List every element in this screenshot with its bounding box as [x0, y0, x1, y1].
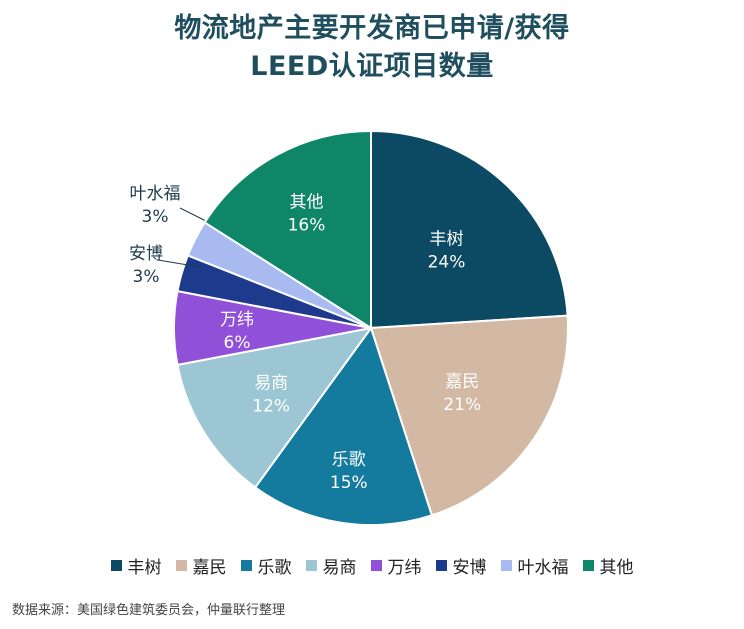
slice-value-7: 16%: [288, 216, 326, 236]
legend-label-6: 叶水福: [517, 558, 569, 578]
legend-swatch-1: [175, 560, 187, 571]
legend-item-3: 易商: [305, 553, 357, 578]
legend-swatch-5: [435, 560, 447, 571]
pie-slice-1: [369, 314, 569, 517]
slice-label-4: 万纬: [220, 310, 254, 330]
slice-value-0: 24%: [428, 253, 466, 273]
slice-value-4: 6%: [224, 333, 251, 353]
legend-item-1: 嘉民: [175, 553, 227, 578]
slice-label-5: 安博: [129, 244, 163, 264]
slice-label-3: 易商: [254, 373, 288, 393]
legend-item-4: 万纬: [370, 553, 422, 578]
slice-label-6: 叶水福: [130, 184, 181, 204]
leader-line-5: [157, 259, 201, 268]
slice-value-1: 21%: [443, 395, 481, 415]
source-note: 数据来源：美国绿色建筑委员会，仲量联行整理: [12, 603, 286, 618]
legend-item-5: 安博: [435, 553, 487, 578]
slice-value-3: 12%: [252, 396, 290, 416]
legend-label-0: 丰树: [127, 558, 162, 578]
chart-legend: 丰树 嘉民 乐歌 易商 万纬 安博 叶水福 其他: [0, 553, 744, 578]
pie-slice-3: [176, 326, 374, 489]
slice-value-2: 15%: [330, 473, 368, 493]
legend-label-3: 易商: [322, 558, 357, 578]
legend-swatch-7: [582, 560, 594, 571]
legend-item-2: 乐歌: [240, 553, 292, 578]
legend-label-4: 万纬: [387, 558, 422, 578]
legend-swatch-2: [240, 560, 252, 571]
legend-swatch-3: [305, 560, 317, 571]
slice-value-5: 3%: [133, 267, 160, 287]
slice-label-7: 其他: [289, 193, 323, 213]
legend-swatch-4: [370, 560, 382, 571]
legend-item-6: 叶水福: [500, 553, 569, 578]
slice-value-6: 3%: [142, 207, 169, 227]
chart-title-line-1: 物流地产主要开发商已申请/获得: [174, 13, 570, 44]
legend-label-2: 乐歌: [257, 558, 292, 578]
chart-title: 物流地产主要开发商已申请/获得 LEED认证项目数量: [0, 10, 744, 86]
legend-label-1: 嘉民: [192, 558, 227, 578]
legend-item-0: 丰树: [110, 553, 162, 578]
slice-label-0: 丰树: [430, 230, 464, 250]
legend-label-5: 安博: [452, 558, 487, 578]
legend-item-7: 其他: [582, 553, 634, 578]
legend-label-7: 其他: [599, 558, 634, 578]
pie-slice-2: [253, 325, 434, 526]
pie-slice-7: [203, 129, 372, 330]
slice-label-1: 嘉民: [445, 372, 479, 392]
pie-slice-0: [370, 129, 569, 330]
slice-label-2: 乐歌: [332, 450, 366, 470]
legend-swatch-6: [500, 560, 512, 571]
chart-title-line-2: LEED认证项目数量: [250, 51, 494, 82]
legend-swatch-0: [110, 560, 122, 571]
